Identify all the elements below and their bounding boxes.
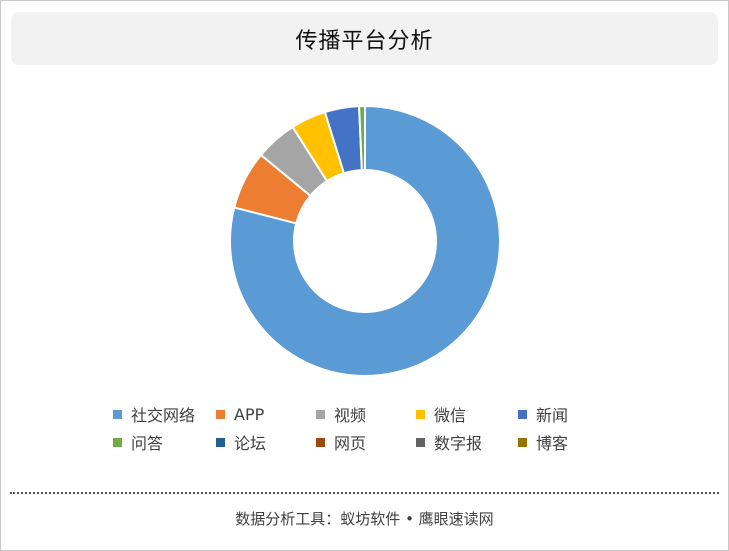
- legend-swatch: [113, 409, 122, 419]
- legend-label: 视频: [334, 406, 367, 425]
- chart-legend: 社交网络 APP 视频 微信 新闻问答 论坛 网页 数字报 博客: [113, 404, 633, 453]
- legend-swatch: [316, 409, 325, 419]
- donut-slice-5: [358, 104, 366, 172]
- legend-item: 问答: [113, 432, 216, 453]
- legend-swatch: [416, 409, 425, 419]
- legend-item: 视频: [316, 404, 416, 425]
- legend-item: 社交网络: [113, 404, 216, 425]
- legend-swatch: [216, 437, 225, 447]
- chart-title: 传播平台分析: [295, 28, 434, 54]
- legend-label: 博客: [536, 434, 569, 453]
- legend-item: 博客: [518, 432, 618, 453]
- footer-divider: [10, 492, 719, 494]
- legend-swatch: [216, 409, 225, 419]
- legend-item: 数字报: [416, 432, 518, 453]
- legend-swatch: [416, 437, 425, 447]
- title-bar: 传播平台分析: [11, 12, 718, 65]
- legend-label: 社交网络: [131, 406, 196, 425]
- legend-label: 新闻: [536, 406, 569, 425]
- legend-swatch: [113, 437, 122, 447]
- legend-item: 论坛: [216, 432, 316, 453]
- legend-label: 问答: [131, 434, 164, 453]
- donut-slice-0: [229, 104, 501, 377]
- legend-item: 网页: [316, 432, 416, 453]
- legend-label: 微信: [434, 406, 467, 425]
- legend-item: 新闻: [518, 404, 618, 425]
- legend-label: 论坛: [234, 434, 267, 453]
- donut-chart: [229, 104, 501, 377]
- footer-source: 数据分析工具：蚁坊软件 • 鹰眼速读网: [235, 510, 494, 528]
- legend-swatch: [518, 437, 527, 447]
- legend-label: APP: [234, 404, 265, 424]
- legend-item: APP: [216, 404, 316, 424]
- legend-swatch: [518, 409, 527, 419]
- legend-label: 网页: [334, 434, 367, 453]
- legend-label: 数字报: [434, 434, 483, 453]
- legend-swatch: [316, 437, 325, 447]
- legend-item: 微信: [416, 404, 518, 425]
